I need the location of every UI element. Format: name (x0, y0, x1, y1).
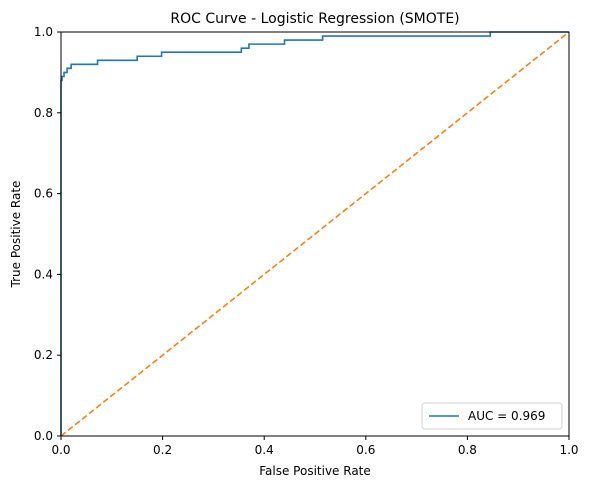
legend: AUC = 0.969 (421, 402, 563, 430)
y-tick-label: 0.6 (34, 187, 53, 201)
x-tick-label: 0.8 (458, 443, 477, 457)
legend-label: AUC = 0.969 (468, 409, 545, 423)
y-tick-label: 0.4 (34, 267, 53, 281)
x-tick-label: 0.4 (255, 443, 274, 457)
x-tick-label: 0.0 (51, 443, 70, 457)
roc-curve-line (60, 31, 569, 436)
x-tick-label: 0.6 (356, 443, 375, 457)
y-axis-title: True Positive Rate (9, 181, 23, 289)
y-axis: 0.0 0.2 0.4 0.6 0.8 1.0 (34, 25, 61, 443)
x-axis-title: False Positive Rate (259, 464, 371, 478)
series-layer (60, 31, 570, 437)
legend-box (421, 402, 563, 430)
x-tick-label: 0.2 (153, 443, 172, 457)
plot-frame (60, 31, 570, 437)
x-axis: 0.0 0.2 0.4 0.6 0.8 1.0 (51, 436, 579, 457)
chance-line (60, 31, 570, 437)
y-tick-label: 0.8 (34, 106, 53, 120)
x-tick-label: 1.0 (559, 443, 578, 457)
y-tick-label: 0.0 (34, 429, 53, 443)
y-tick-label: 0.2 (34, 348, 53, 362)
chart-title: ROC Curve - Logistic Regression (SMOTE) (170, 11, 459, 27)
y-tick-label: 1.0 (34, 25, 53, 39)
